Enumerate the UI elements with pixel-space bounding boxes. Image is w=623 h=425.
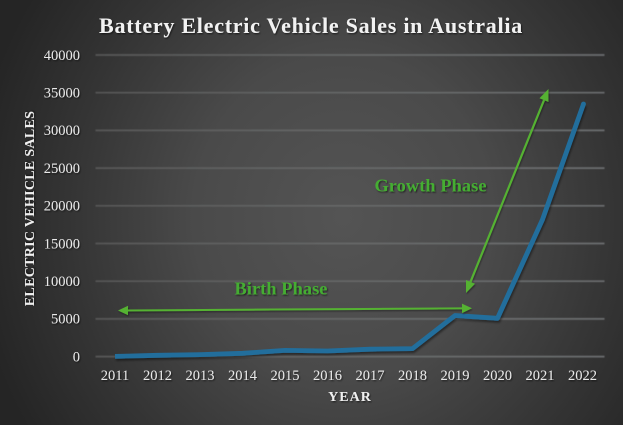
svg-text:2020: 2020 (483, 368, 512, 384)
svg-text:2015: 2015 (271, 368, 300, 384)
svg-text:2011: 2011 (101, 368, 129, 384)
svg-text:Birth Phase: Birth Phase (234, 279, 327, 299)
svg-text:15000: 15000 (44, 236, 80, 252)
svg-text:YEAR: YEAR (328, 390, 372, 405)
svg-text:0: 0 (73, 349, 80, 365)
svg-text:ELECTRIC VEHICLE SALES: ELECTRIC VEHICLE SALES (23, 111, 38, 306)
svg-text:2019: 2019 (441, 368, 470, 384)
svg-text:35000: 35000 (44, 86, 80, 102)
svg-text:2021: 2021 (526, 368, 555, 384)
svg-text:Growth Phase: Growth Phase (374, 176, 486, 196)
svg-text:2012: 2012 (143, 368, 172, 384)
svg-text:30000: 30000 (44, 123, 80, 139)
svg-text:2017: 2017 (356, 368, 385, 384)
svg-text:2018: 2018 (398, 368, 427, 384)
svg-text:5000: 5000 (51, 312, 80, 328)
svg-text:25000: 25000 (44, 161, 80, 177)
svg-text:40000: 40000 (44, 48, 80, 64)
svg-text:10000: 10000 (44, 274, 80, 290)
svg-text:2022: 2022 (568, 368, 597, 384)
svg-text:2014: 2014 (228, 368, 258, 384)
svg-text:Battery Electric Vehicle Sales: Battery Electric Vehicle Sales in Austra… (99, 13, 523, 38)
svg-text:2013: 2013 (186, 368, 215, 384)
svg-text:20000: 20000 (44, 199, 80, 215)
svg-text:2016: 2016 (313, 368, 342, 384)
